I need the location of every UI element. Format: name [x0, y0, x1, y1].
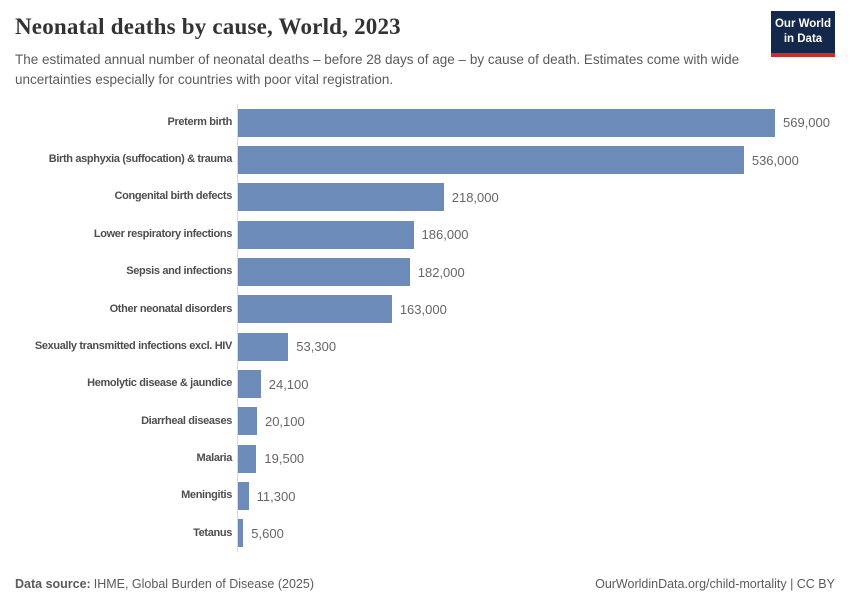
chart-row: Malaria 19,500: [15, 440, 850, 478]
category-label: Meningitis: [181, 489, 232, 502]
value-label: 20,100: [264, 413, 305, 429]
bar[interactable]: [238, 258, 410, 287]
chart-row: Meningitis 11,300: [15, 477, 850, 515]
bar-area: 20,100: [237, 402, 850, 441]
chart-header: Neonatal deaths by cause, World, 2023 Th…: [0, 0, 850, 89]
bar-area: 182,000: [237, 253, 850, 291]
bar-area: 19,500: [237, 440, 850, 478]
category-label: Malaria: [196, 451, 233, 464]
chart-footer: Data source: IHME, Global Burden of Disea…: [15, 577, 835, 591]
bar-chart: Preterm birth 569,000 Birth asphyxia (su…: [15, 104, 850, 553]
bar[interactable]: [238, 370, 261, 399]
owid-logo-line2: in Data: [783, 32, 823, 45]
value-label: 569,000: [783, 115, 830, 131]
chart-row: Sepsis and infections 182,000: [15, 253, 850, 291]
category-label: Sepsis and infections: [126, 265, 232, 278]
bar[interactable]: [238, 220, 414, 249]
chart-row: Diarrheal diseases 20,100: [15, 402, 850, 441]
category-label: Congenital birth defects: [114, 190, 233, 203]
bar[interactable]: [238, 146, 744, 175]
bar[interactable]: [238, 183, 444, 212]
bar[interactable]: [238, 519, 244, 548]
attribution-link[interactable]: OurWorldinData.org/child-mortality | CC …: [595, 577, 835, 591]
chart-row: Lower respiratory infections 186,000: [15, 216, 850, 254]
chart-row: Preterm birth 569,000: [15, 104, 850, 142]
bar-area: 218,000: [237, 178, 850, 217]
chart-row: Congenital birth defects 218,000: [15, 178, 850, 217]
bar[interactable]: [238, 444, 257, 473]
bar-area: 163,000: [237, 290, 850, 329]
bar[interactable]: [238, 295, 392, 324]
bar-area: 53,300: [237, 328, 850, 366]
category-label: Hemolytic disease & jaundice: [87, 377, 232, 390]
bar[interactable]: [238, 332, 289, 361]
page-title: Neonatal deaths by cause, World, 2023: [15, 14, 401, 39]
category-label: Tetanus: [193, 526, 232, 539]
category-label: Other neonatal disorders: [109, 302, 233, 315]
data-source: Data source: IHME, Global Burden of Disea…: [15, 577, 314, 591]
owid-logo: Our World in Data: [771, 11, 835, 57]
bar[interactable]: [238, 407, 257, 436]
chart-row: Tetanus 5,600: [15, 514, 850, 553]
data-source-text: IHME, Global Burden of Disease (2025): [93, 577, 314, 591]
value-label: 186,000: [421, 227, 469, 243]
value-label: 5,600: [251, 525, 284, 541]
bar[interactable]: [238, 108, 775, 137]
chart-row: Other neonatal disorders 163,000: [15, 290, 850, 329]
bar-area: 536,000: [237, 141, 850, 179]
chart-row: Sexually transmitted infections excl. HI…: [15, 328, 850, 366]
chart-rows: Preterm birth 569,000 Birth asphyxia (su…: [15, 104, 850, 553]
value-label: 11,300: [256, 488, 296, 504]
bar-area: 569,000: [237, 104, 850, 142]
value-label: 218,000: [451, 189, 499, 205]
owid-logo-line1: Our World: [774, 18, 831, 30]
bar-area: 5,600: [237, 514, 850, 553]
value-label: 19,500: [264, 451, 305, 467]
category-label: Preterm birth: [167, 115, 232, 128]
data-source-label: Data source:: [15, 577, 91, 591]
value-label: 182,000: [417, 264, 465, 280]
chart-subtitle: The estimated annual number of neonatal …: [15, 52, 740, 87]
value-label: 24,100: [268, 376, 309, 392]
value-label: 163,000: [399, 301, 447, 317]
bar-area: 24,100: [237, 365, 850, 403]
category-label: Sexually transmitted infections excl. HI…: [34, 339, 233, 352]
category-label: Diarrheal diseases: [141, 414, 232, 427]
category-label: Birth asphyxia (suffocation) & trauma: [48, 153, 233, 166]
bar-area: 11,300: [237, 477, 850, 515]
value-label: 536,000: [751, 152, 799, 168]
category-label: Lower respiratory infections: [93, 227, 232, 240]
bar-area: 186,000: [237, 216, 850, 254]
value-label: 53,300: [296, 339, 337, 355]
chart-row: Birth asphyxia (suffocation) & trauma 53…: [15, 141, 850, 179]
bar[interactable]: [238, 482, 249, 511]
chart-row: Hemolytic disease & jaundice 24,100: [15, 365, 850, 403]
